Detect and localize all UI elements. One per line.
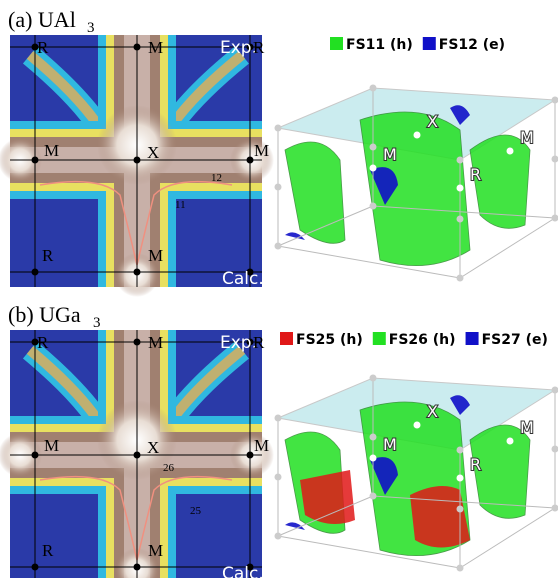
legend-swatch (373, 332, 386, 345)
box-label: R (470, 165, 481, 184)
box-node (370, 203, 377, 210)
map-label: 26 (163, 462, 175, 474)
box-label: M (520, 128, 534, 147)
map-label: R (42, 246, 54, 265)
box-node (457, 216, 464, 223)
map-label: 11 (175, 199, 186, 211)
box-node (552, 446, 558, 453)
map-point (247, 452, 254, 459)
map-point (247, 157, 254, 164)
map-label: R (42, 541, 54, 560)
panel-label: (b) UGa (8, 302, 81, 327)
box-point (507, 438, 514, 445)
box-point (507, 148, 514, 155)
box-node (457, 447, 464, 454)
box-point (457, 185, 464, 192)
legend-swatch (280, 332, 293, 345)
map-point (134, 564, 141, 571)
map-label: M (148, 38, 163, 57)
map-label: M (254, 436, 269, 455)
fermi-surface-3d: X M R M (275, 375, 558, 572)
box-label: R (470, 455, 481, 474)
box-node (552, 215, 558, 222)
map-label: Calc. (222, 269, 264, 289)
map-label: M (44, 141, 59, 160)
box-node (370, 144, 377, 151)
fermi-surface-3d: X M R M (275, 85, 558, 282)
legend-label: FS25 (h) (296, 332, 363, 348)
map-label: 25 (190, 505, 202, 517)
map-point (134, 452, 141, 459)
map-label: X (147, 438, 159, 457)
box-node (275, 474, 282, 481)
map-label: R (37, 38, 49, 57)
box-point (414, 132, 421, 139)
map-point (134, 157, 141, 164)
box-point (370, 455, 377, 462)
map-label: Calc. (222, 564, 264, 578)
box-label: M (383, 435, 397, 454)
legend-label: FS26 (h) (389, 332, 456, 348)
legend-label: FS27 (e) (482, 332, 548, 348)
box-node (457, 157, 464, 164)
box-node (275, 184, 282, 191)
map-point (32, 564, 39, 571)
legend-swatch (466, 332, 479, 345)
map-point (32, 269, 39, 276)
map-label: R (37, 333, 49, 352)
legend-swatch (330, 37, 343, 50)
box-node (552, 156, 558, 163)
map-label: M (44, 436, 59, 455)
box-point (414, 422, 421, 429)
panel-label-sub: 3 (87, 20, 95, 36)
box-node (275, 125, 282, 132)
map-label: M (148, 333, 163, 352)
map-label: Exp. (220, 333, 257, 353)
box-node (370, 493, 377, 500)
box-node (370, 434, 377, 441)
box-node (457, 506, 464, 513)
map-label: X (147, 143, 159, 162)
map-label: Exp. (220, 38, 257, 58)
legend-label: FS12 (e) (439, 37, 505, 53)
box-label: X (427, 402, 438, 421)
box-point (457, 475, 464, 482)
box-node (552, 387, 558, 394)
map-label: R (253, 38, 265, 57)
legend-label: FS11 (h) (346, 37, 413, 53)
map-label: 12 (211, 172, 222, 184)
box-node (370, 375, 377, 382)
map-point (134, 339, 141, 346)
panel-label-sub: 3 (93, 315, 101, 331)
box-label: X (427, 112, 438, 131)
box-node (457, 275, 464, 282)
map-point (134, 269, 141, 276)
figure: (a) UAl3RMExp.RMXMRMCalc.1211FS11 (h)FS1… (0, 0, 558, 578)
box-node (552, 97, 558, 104)
legend-swatch (423, 37, 436, 50)
box-node (457, 565, 464, 572)
box-node (275, 415, 282, 422)
panel-label: (a) UAl (8, 7, 76, 32)
box-node (370, 85, 377, 92)
box-node (275, 533, 282, 540)
box-label: M (520, 418, 534, 437)
map-label: M (254, 141, 269, 160)
map-point (134, 44, 141, 51)
box-point (370, 165, 377, 172)
box-node (552, 505, 558, 512)
map-label: M (148, 246, 163, 265)
box-node (275, 243, 282, 250)
map-label: R (253, 333, 265, 352)
fermi-map: RMExp.RMXMRMCalc.1211 (0, 35, 274, 297)
map-point (32, 452, 39, 459)
box-label: M (383, 145, 397, 164)
map-label: M (148, 541, 163, 560)
map-point (32, 157, 39, 164)
